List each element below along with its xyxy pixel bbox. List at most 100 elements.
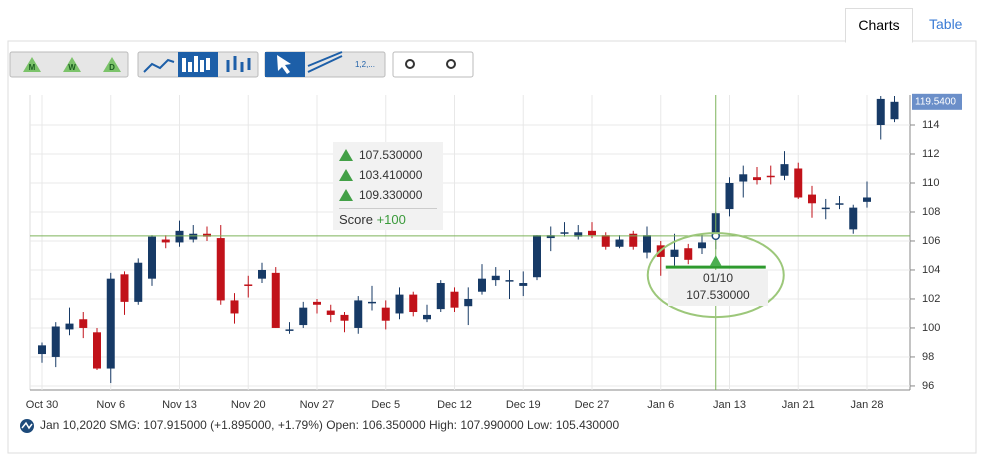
x-tick-label: Nov 13 xyxy=(162,399,197,411)
candle-body xyxy=(835,203,844,205)
candle-body xyxy=(890,101,899,120)
x-tick-label: Jan 28 xyxy=(850,399,883,411)
candle-body xyxy=(381,307,390,321)
x-tick-label: Nov 6 xyxy=(96,399,125,411)
y-tick-label: 100 xyxy=(922,322,940,334)
icon-trendline[interactable] xyxy=(307,51,343,73)
candle-body xyxy=(271,272,280,328)
tooltip-value: 107.530000 xyxy=(359,148,423,162)
signal-icon xyxy=(709,255,722,267)
icon-line[interactable] xyxy=(143,58,175,73)
x-tick-label: Dec 12 xyxy=(437,399,472,411)
x-tick-label: Dec 5 xyxy=(371,399,400,411)
candle-body xyxy=(216,238,225,301)
last-price-box xyxy=(912,93,962,110)
candle-body xyxy=(189,233,198,240)
candle-body xyxy=(670,249,679,257)
timeframe-letter: W xyxy=(68,63,76,72)
icon-sequence[interactable]: 1,2,... xyxy=(355,60,375,69)
candle-body xyxy=(285,329,294,331)
candle-body xyxy=(423,314,431,320)
candle-body xyxy=(533,235,541,278)
candle-body xyxy=(258,269,266,279)
timeframe-icon[interactable] xyxy=(63,57,81,72)
candle-body xyxy=(148,236,156,279)
icon-zoom-out[interactable] xyxy=(446,59,456,69)
candle-body xyxy=(161,239,170,243)
candle-body xyxy=(450,291,459,308)
candle-body xyxy=(65,323,74,330)
candle-body xyxy=(739,174,748,182)
panel xyxy=(7,40,977,454)
x-tick-label: Jan 6 xyxy=(647,399,674,411)
candle-body xyxy=(725,182,734,210)
tooltip: 107.530000 103.410000 109.330000 Score +10… xyxy=(333,142,443,230)
info-icon-glyph xyxy=(21,421,33,430)
candle-body xyxy=(244,284,253,286)
candle-body xyxy=(684,248,693,260)
x-tick-label: Dec 27 xyxy=(575,399,610,411)
y-tick-label: 114 xyxy=(922,119,940,131)
y-tick-label: 104 xyxy=(922,264,940,276)
candle-body xyxy=(588,230,596,236)
icon-bars[interactable] xyxy=(182,56,210,72)
y-tick-label: 102 xyxy=(922,293,940,305)
candle-body xyxy=(120,274,129,302)
last-price-label: 119.5400 xyxy=(915,96,956,107)
tooltip-icon xyxy=(339,189,353,201)
candle-body xyxy=(491,275,500,281)
x-tick-label: Jan 13 xyxy=(713,399,746,411)
tooltip-row: 107.530000 xyxy=(339,148,422,162)
y-tick-label: 98 xyxy=(922,351,934,363)
candle-body xyxy=(79,319,88,328)
candle-body xyxy=(574,232,583,237)
candle-body xyxy=(299,307,308,326)
y-tick-label: 112 xyxy=(922,148,940,160)
candle-body xyxy=(93,332,101,369)
score-value: +100 xyxy=(376,212,406,227)
icon-zoom-in[interactable] xyxy=(405,59,415,69)
candle-body xyxy=(863,197,871,202)
candle-body xyxy=(38,345,46,355)
icon-candles[interactable] xyxy=(226,56,251,72)
toolbar: M W D 1,2,... xyxy=(9,51,474,78)
x-tick-label: Jan 21 xyxy=(782,399,815,411)
candle-body xyxy=(629,233,638,247)
candle-body xyxy=(876,98,885,126)
candle-body xyxy=(821,207,830,210)
candle-body xyxy=(203,233,211,237)
signal-box: 01/10 107.530000 xyxy=(668,270,768,306)
tab-table[interactable]: Table xyxy=(929,16,963,32)
y-tick-label: 110 xyxy=(922,177,940,189)
candle-body xyxy=(134,262,143,302)
icon-cursor[interactable] xyxy=(277,55,291,74)
candle-body xyxy=(478,278,486,292)
x-tick-label: Oct 30 xyxy=(26,399,58,411)
candle-body xyxy=(395,294,404,314)
candle-body xyxy=(409,294,418,313)
candle-body xyxy=(546,235,555,239)
candle-body xyxy=(354,300,363,328)
tooltip-row: 109.330000 xyxy=(339,188,422,202)
candle-body xyxy=(698,242,706,249)
candle-body xyxy=(753,177,761,181)
y-tick-label: 96 xyxy=(922,380,934,392)
timeframe-icon[interactable] xyxy=(103,57,121,72)
candle-body xyxy=(313,301,321,305)
candle-body xyxy=(794,168,803,198)
candle-body xyxy=(560,232,569,234)
tooltip-icon xyxy=(339,169,353,181)
candle-body xyxy=(519,283,528,286)
signal-value: 107.530000 xyxy=(686,288,750,302)
timeframe-icon[interactable] xyxy=(23,57,41,72)
signal-highlight xyxy=(646,232,785,319)
candle-body xyxy=(340,314,349,321)
candle-body xyxy=(436,283,445,310)
candle-body xyxy=(615,239,624,247)
tab-charts[interactable]: Charts xyxy=(845,8,913,43)
score-row: Score +100 xyxy=(339,208,437,227)
x-tick-label: Nov 27 xyxy=(300,399,335,411)
candle-body xyxy=(601,235,610,247)
candle-body xyxy=(464,298,473,307)
